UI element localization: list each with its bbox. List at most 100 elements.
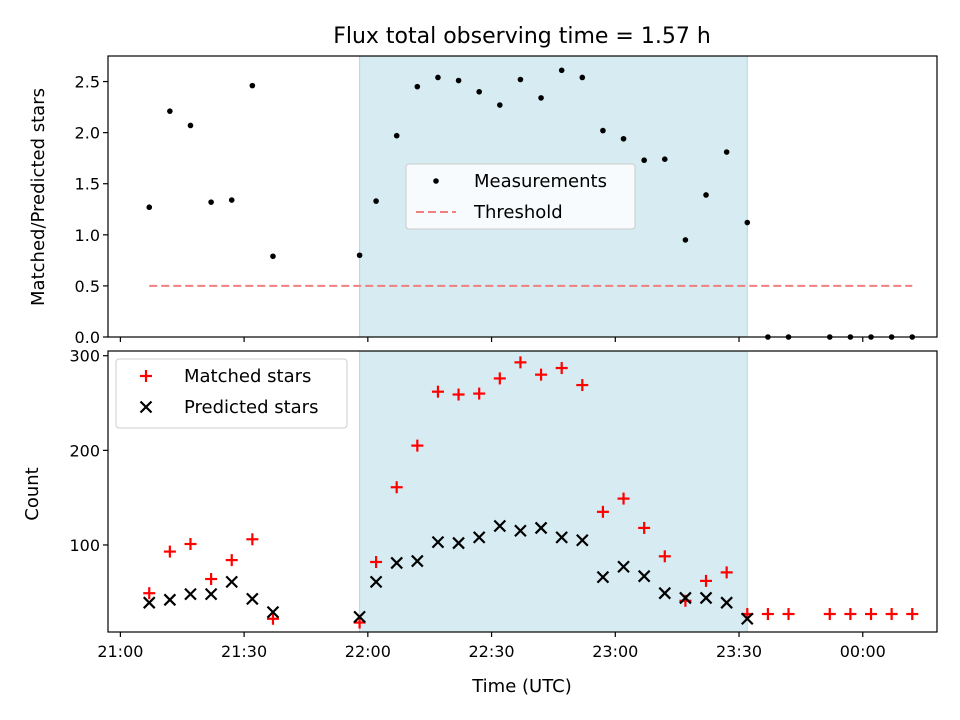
legend-marker	[140, 370, 152, 382]
measurement-point	[146, 204, 153, 211]
x-tick-label: 21:00	[97, 642, 143, 661]
matched-star-point	[555, 362, 568, 375]
matched-star-point	[370, 555, 383, 568]
matched-star-point	[225, 554, 238, 567]
predicted-star-point	[204, 587, 218, 601]
y-tick-label: 300	[69, 347, 100, 366]
plot-frame	[107, 55, 938, 338]
matched-star-point	[163, 545, 176, 558]
shaded-region	[359, 350, 748, 633]
predicted-star-point	[163, 593, 177, 607]
predicted-star-point	[472, 531, 486, 544]
measurement-point	[270, 253, 276, 260]
y-tick-label: 1.0	[75, 226, 100, 245]
legend-label: Matched stars	[184, 366, 311, 387]
predicted-star-point	[225, 575, 239, 589]
measurement-point	[414, 83, 421, 90]
measurement-point	[723, 149, 730, 155]
predicted-star-point	[576, 533, 589, 547]
matched-star-point	[658, 550, 671, 563]
measurement-point	[476, 88, 482, 95]
x-tick-label: 23:30	[716, 642, 762, 661]
measurement-point	[682, 237, 689, 243]
matched-star-point	[906, 608, 919, 621]
predicted-star-point	[720, 596, 733, 609]
predicted-star-point	[699, 591, 713, 605]
legend-marker	[433, 178, 439, 184]
y-tick-label: 200	[69, 441, 100, 460]
measurement-point	[703, 192, 709, 198]
matched-star-point	[720, 566, 733, 579]
matched-star-point	[782, 608, 795, 621]
predicted-star-point	[142, 596, 156, 609]
predicted-star-point	[246, 592, 259, 606]
legend-box	[405, 163, 636, 230]
measurement-point	[538, 95, 544, 101]
matched-star-point	[353, 616, 366, 629]
matched-star-point	[761, 608, 774, 621]
measurement-point	[661, 156, 668, 163]
measurement-point	[744, 219, 751, 226]
predicted-star-point	[431, 535, 445, 549]
measurement-point	[620, 135, 627, 142]
measurement-point	[455, 77, 462, 84]
predicted-star-point	[658, 586, 672, 600]
matched-star-point	[493, 372, 506, 385]
top-y-axis-label: Matched/Predicted stars	[28, 88, 49, 306]
x-tick-label: 22:00	[345, 642, 391, 661]
measurement-point	[641, 157, 647, 164]
y-tick-label: 2.0	[75, 124, 100, 143]
legend-label: Threshold	[473, 202, 563, 223]
bottom-y-axis-label: Count	[22, 467, 43, 520]
measurement-point	[600, 127, 606, 134]
matched-star-point	[431, 385, 444, 398]
matched-star-point	[246, 533, 259, 546]
matched-star-point	[617, 492, 630, 505]
predicted-star-point	[411, 554, 424, 568]
legend-box	[115, 358, 348, 429]
y-tick-label: 1.5	[75, 175, 100, 194]
matched-star-point	[865, 608, 878, 621]
predicted-star-point	[493, 519, 507, 533]
matched-star-point	[390, 481, 403, 494]
measurement-point	[228, 197, 235, 203]
matched-star-point	[576, 379, 589, 392]
matched-star-point	[844, 608, 857, 621]
matched-star-point	[514, 356, 527, 369]
predicted-star-point	[266, 605, 280, 619]
legend-marker	[139, 400, 153, 414]
matched-star-point	[452, 388, 465, 401]
y-tick-label: 100	[69, 536, 100, 555]
measurement-point	[208, 199, 214, 205]
measurement-point	[187, 122, 194, 129]
predicted-star-point	[596, 570, 610, 584]
measurement-point	[497, 102, 503, 108]
legend-label: Measurements	[474, 171, 607, 192]
y-tick-label: 0.5	[75, 277, 100, 296]
measurement-point	[167, 108, 173, 114]
y-tick-label: 2.5	[75, 73, 100, 92]
matched-star-point	[823, 608, 836, 621]
plot-frame	[107, 350, 938, 633]
predicted-star-point	[369, 575, 383, 589]
x-tick-label: 23:00	[592, 642, 638, 661]
x-axis-label: Time (UTC)	[471, 676, 572, 697]
matched-star-point	[473, 387, 486, 400]
legend-label: Predicted stars	[184, 397, 318, 418]
measurement-point	[435, 74, 441, 81]
measurement-point	[558, 67, 565, 74]
predicted-star-point	[679, 591, 692, 605]
measurement-point	[356, 252, 363, 259]
predicted-star-point	[452, 536, 465, 550]
measurement-point	[517, 76, 524, 83]
matched-star-point	[266, 612, 279, 625]
matched-star-point	[411, 439, 424, 452]
x-tick-label: 22:30	[469, 642, 515, 661]
matched-star-point	[596, 505, 609, 518]
matched-star-point	[535, 368, 548, 381]
predicted-star-point	[555, 531, 568, 544]
matched-star-point	[885, 608, 898, 621]
matched-star-point	[638, 521, 651, 534]
measurement-point	[373, 198, 379, 204]
